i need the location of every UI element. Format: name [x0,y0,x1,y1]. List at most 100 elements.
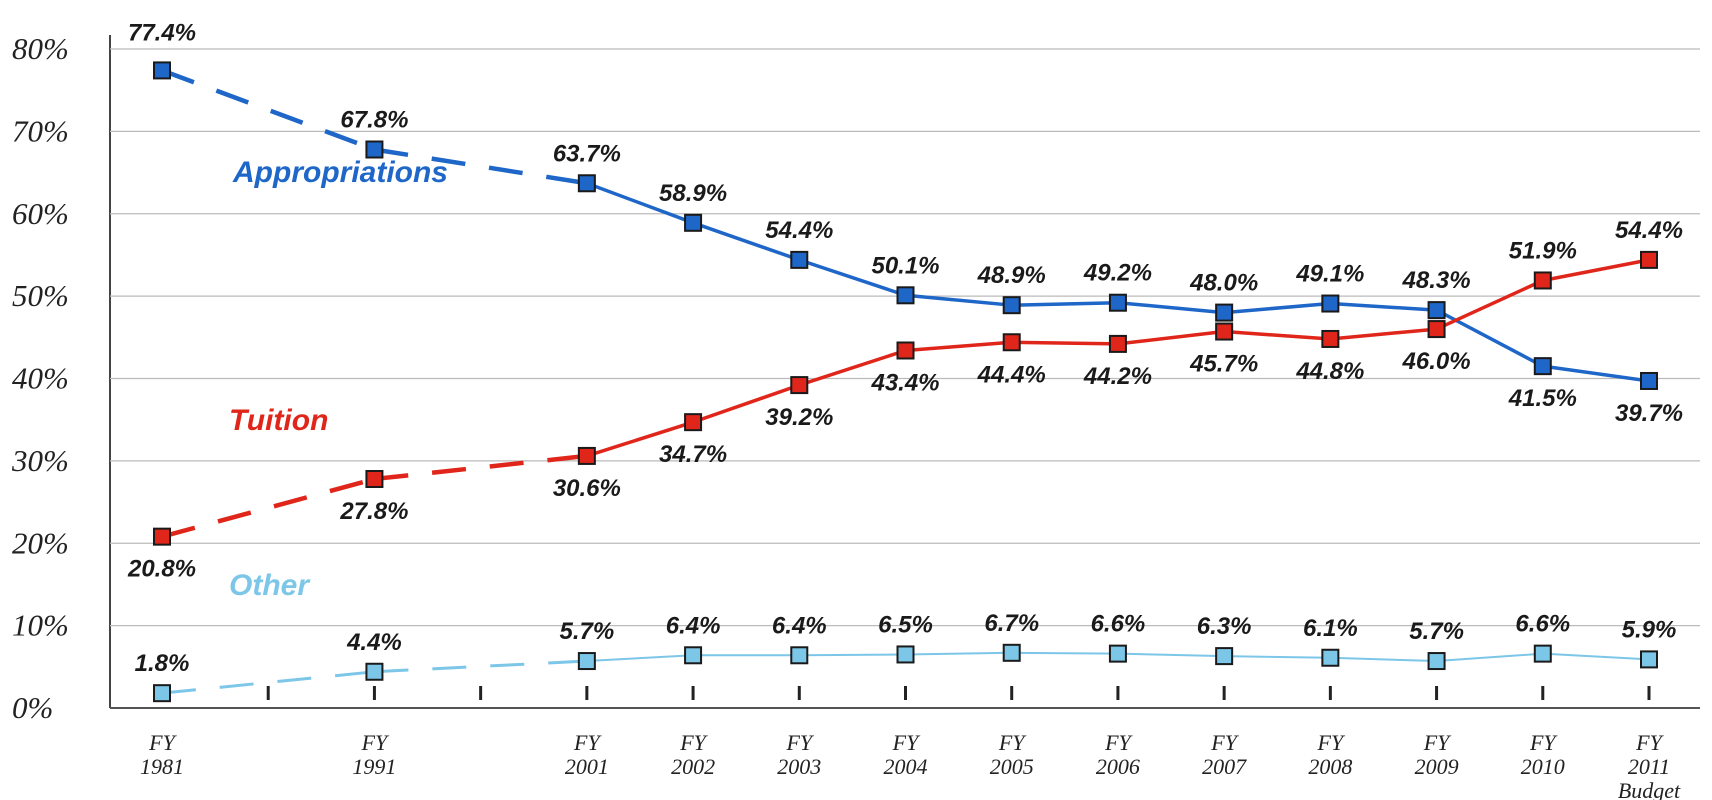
line-segment [1330,301,1437,312]
marker [1427,320,1446,339]
line-segment [1011,300,1118,307]
line-segment [1117,300,1225,315]
x-tick-label-line: FY [148,730,177,755]
value-label: 4.4% [346,629,402,656]
y-tick-label: 0% [12,690,53,725]
value-label: 54.4% [765,217,833,244]
marker [153,61,171,80]
y-tick-label: 40% [12,361,69,396]
x-tick-label: FY 2005 [990,730,1034,779]
marker [790,646,809,665]
marker [1321,648,1340,667]
marker [365,140,384,159]
marker [577,652,596,671]
x-tick-label-line: 2009 [1415,754,1459,779]
series-label: Tuition [229,404,328,437]
marker [1002,296,1021,315]
value-label: 77.4% [128,19,196,46]
marker [1108,293,1127,312]
value-label: 20.8% [127,556,196,583]
value-label: 6.1% [1303,615,1358,642]
x-tick-label-line: 2002 [671,754,715,779]
marker [1427,652,1446,671]
y-tick-label: 10% [12,608,69,643]
value-label: 6.5% [878,611,933,638]
value-label: 50.1% [871,252,939,279]
line-segment [374,147,588,186]
value-label: 6.7% [984,610,1039,637]
value-label: 39.7% [1615,400,1683,427]
marker [896,341,915,360]
line-segment [1542,258,1650,283]
x-tick-label-line: 2008 [1308,754,1352,779]
line-segment [1330,656,1437,663]
marker [577,174,596,193]
marker [1640,371,1658,390]
value-label: 6.4% [772,612,827,639]
marker [1215,303,1234,322]
x-tick-label: FY 2008 [1308,730,1352,779]
value-label: 54.4% [1615,217,1683,244]
marker [153,684,171,703]
value-label: 51.9% [1509,237,1577,264]
marker [790,250,809,269]
marker [153,527,171,546]
y-tick-label: 70% [12,113,69,148]
x-tick-label-line: 1991 [352,754,396,779]
marker [365,469,384,488]
x-tick-label-line: FY [785,730,814,755]
line-segment [1436,652,1543,663]
x-tick-label-line: Budget [1618,778,1681,800]
value-label: 6.4% [666,612,721,639]
x-tick-label: FY 2003 [777,730,821,779]
x-tick-label-line: 2010 [1521,754,1565,779]
value-label: 49.1% [1295,261,1364,288]
marker [1321,294,1340,313]
line-segment [586,654,694,663]
line-segment [586,181,694,225]
x-tick-label-line: FY [573,730,602,755]
value-label: 67.8% [340,106,408,133]
x-tick-label-line: FY [679,730,708,755]
x-tick-label: FY 2007 [1202,730,1247,779]
line-segment [798,348,907,387]
line-segment [1542,652,1650,661]
marker [1215,322,1234,341]
y-tick-label: 80% [12,31,69,66]
x-tick-label: FY 2002 [671,730,715,779]
marker [896,286,915,305]
line-segment [586,420,694,458]
marker [684,413,703,432]
marker [896,645,915,664]
value-label: 44.2% [1083,363,1152,390]
marker [1533,644,1552,663]
value-label: 34.7% [659,441,727,468]
marker [1108,334,1127,353]
value-label: 49.2% [1083,260,1152,287]
line-segment [161,670,375,695]
value-label: 6.6% [1515,611,1570,638]
x-tick-label-line: FY [1210,730,1239,755]
value-label: 5.9% [1622,616,1677,643]
value-label: 41.5% [1508,385,1577,412]
line-segment [692,383,800,424]
line-segment [1011,651,1118,655]
marker [1640,250,1658,269]
x-tick-label-line: 2007 [1202,754,1247,779]
line-segment [1330,327,1437,341]
line-segment [374,659,587,674]
value-label: 6.6% [1091,611,1146,638]
x-tick-label-line: FY [1423,730,1452,755]
value-label: 5.7% [1409,618,1464,645]
line-segment [1117,652,1225,658]
line-segment [799,653,906,657]
value-label: 5.7% [560,618,615,645]
line-segment [905,293,1012,307]
line-segment [905,340,1012,353]
x-tick-label-line: 1981 [140,754,184,779]
marker [1108,644,1127,663]
x-tick-label-line: 2001 [565,754,609,779]
x-tick-label-line: FY [1317,730,1346,755]
line-segment [1223,301,1331,315]
